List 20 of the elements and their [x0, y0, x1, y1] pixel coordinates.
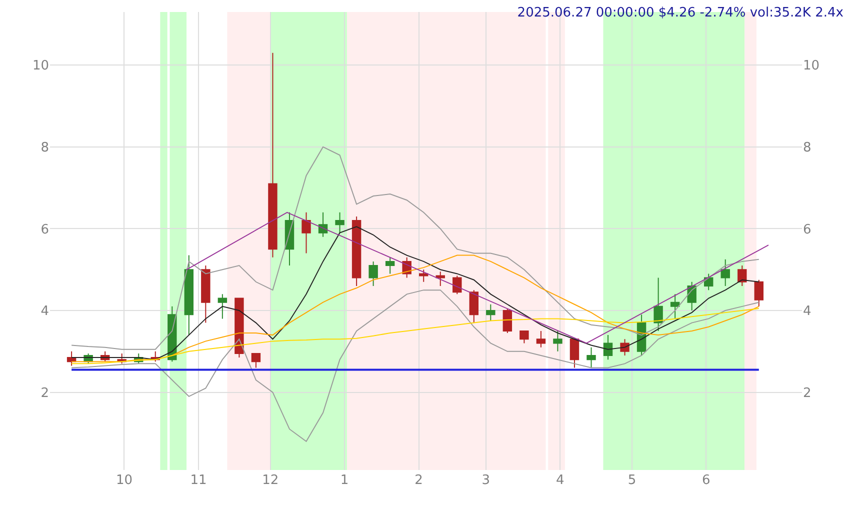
y2-tick-label: 4: [803, 304, 812, 320]
x-tick-label: 3: [482, 473, 490, 488]
y2-tick-label: 2: [803, 386, 812, 401]
x-tick-label: 6: [702, 473, 710, 488]
y-tick-label: 8: [40, 140, 49, 156]
y2-tick-label: 6: [803, 222, 812, 238]
x-tick-label: 2: [414, 473, 423, 488]
y-tick-label: 6: [40, 222, 49, 238]
y-tick-label: 2: [40, 386, 49, 401]
x-tick-label: 10: [116, 473, 133, 488]
y-tick-label: 4: [40, 304, 49, 320]
x-tick-label: 5: [628, 473, 636, 488]
x-tick-label: 1: [340, 473, 349, 488]
x-tick-label: 11: [190, 473, 207, 488]
y2-tick-label: 8: [803, 140, 812, 156]
x-tick-label: 12: [262, 473, 279, 488]
chart-title: 2025.06.27 00:00:00 $4.26 -2.74% vol:35.2K 2.4x: [517, 6, 844, 21]
y2-tick-label: 10: [803, 58, 820, 74]
x-tick-label: 4: [556, 473, 564, 488]
y-tick-label: 10: [32, 58, 49, 74]
